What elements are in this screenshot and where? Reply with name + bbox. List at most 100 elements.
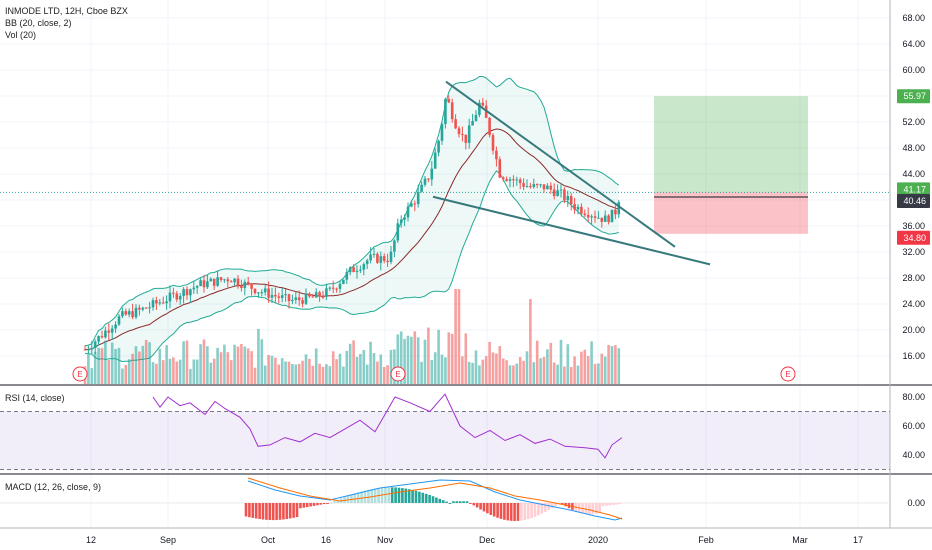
- candle[interactable]: [556, 184, 559, 197]
- candle[interactable]: [229, 279, 233, 283]
- candle[interactable]: [144, 306, 148, 309]
- candle[interactable]: [131, 303, 134, 320]
- candle[interactable]: [573, 197, 576, 215]
- candle[interactable]: [202, 274, 206, 293]
- candle[interactable]: [603, 210, 607, 222]
- candle[interactable]: [260, 289, 264, 297]
- candle[interactable]: [450, 98, 454, 123]
- candle[interactable]: [100, 330, 104, 339]
- candle[interactable]: [501, 176, 505, 182]
- candle[interactable]: [416, 184, 420, 208]
- candle[interactable]: [124, 308, 128, 316]
- candle[interactable]: [253, 288, 257, 295]
- candle[interactable]: [474, 110, 478, 122]
- position-stop-zone[interactable]: [654, 192, 808, 234]
- candle[interactable]: [158, 299, 162, 306]
- candle[interactable]: [328, 286, 332, 292]
- candle[interactable]: [369, 247, 372, 264]
- candle[interactable]: [610, 209, 614, 223]
- candle[interactable]: [83, 345, 87, 351]
- candle[interactable]: [233, 278, 236, 286]
- candle[interactable]: [518, 177, 522, 190]
- rsi-legend[interactable]: RSI (14, close): [5, 393, 65, 403]
- candle[interactable]: [372, 247, 376, 258]
- candle[interactable]: [114, 321, 117, 333]
- macd-legend[interactable]: MACD (12, 26, close, 9): [5, 482, 102, 492]
- candle[interactable]: [396, 218, 400, 244]
- earnings-marker[interactable]: [390, 366, 406, 382]
- candle[interactable]: [410, 200, 413, 208]
- candle[interactable]: [161, 296, 165, 305]
- candle[interactable]: [151, 297, 155, 311]
- candle[interactable]: [304, 288, 308, 305]
- candle[interactable]: [117, 313, 121, 326]
- candle[interactable]: [382, 253, 386, 264]
- earnings-marker[interactable]: [780, 366, 796, 382]
- candle[interactable]: [522, 178, 525, 191]
- candle[interactable]: [433, 148, 437, 169]
- candle[interactable]: [325, 283, 328, 300]
- candle[interactable]: [280, 288, 284, 303]
- candle[interactable]: [586, 207, 590, 223]
- candle[interactable]: [546, 183, 549, 190]
- candle[interactable]: [607, 214, 610, 225]
- candle[interactable]: [318, 290, 321, 302]
- candle[interactable]: [403, 214, 406, 227]
- candle[interactable]: [338, 280, 342, 293]
- candle[interactable]: [240, 279, 243, 292]
- candle[interactable]: [379, 251, 383, 271]
- candle[interactable]: [423, 175, 427, 187]
- candle[interactable]: [549, 182, 553, 194]
- candle[interactable]: [209, 277, 213, 282]
- candle[interactable]: [250, 283, 253, 296]
- candle[interactable]: [182, 287, 185, 304]
- candle[interactable]: [457, 125, 461, 138]
- candle[interactable]: [87, 345, 90, 354]
- candle[interactable]: [362, 262, 366, 276]
- candle[interactable]: [243, 279, 247, 296]
- candle[interactable]: [597, 211, 600, 219]
- candle[interactable]: [263, 284, 267, 296]
- candle[interactable]: [600, 217, 604, 228]
- candle[interactable]: [301, 297, 304, 308]
- candle[interactable]: [569, 193, 573, 211]
- candle[interactable]: [614, 205, 617, 220]
- candle[interactable]: [331, 280, 335, 294]
- candle[interactable]: [267, 281, 270, 303]
- candle[interactable]: [559, 183, 563, 198]
- candle[interactable]: [165, 295, 168, 310]
- candle[interactable]: [563, 187, 566, 204]
- candle[interactable]: [430, 160, 434, 186]
- candle[interactable]: [127, 308, 131, 318]
- candle[interactable]: [617, 200, 621, 218]
- volume-indicator-label[interactable]: Vol (20): [5, 30, 37, 40]
- candle[interactable]: [542, 184, 546, 193]
- candle[interactable]: [488, 116, 491, 138]
- candle[interactable]: [178, 292, 182, 305]
- bollinger-lower-band[interactable]: [84, 170, 619, 363]
- candle[interactable]: [192, 280, 196, 294]
- candle[interactable]: [440, 122, 444, 145]
- candle[interactable]: [539, 183, 542, 188]
- candle[interactable]: [427, 178, 430, 183]
- candle[interactable]: [185, 286, 189, 300]
- symbol-title[interactable]: INMODE LTD, 12H, Cboe BZX: [5, 6, 128, 16]
- candle[interactable]: [529, 182, 532, 189]
- candle[interactable]: [216, 270, 219, 287]
- candle[interactable]: [590, 214, 593, 225]
- candle[interactable]: [104, 326, 107, 339]
- candle[interactable]: [420, 181, 423, 193]
- candle[interactable]: [464, 134, 468, 150]
- candle[interactable]: [580, 203, 583, 217]
- candle[interactable]: [413, 200, 417, 212]
- candle[interactable]: [399, 215, 403, 228]
- candle[interactable]: [321, 290, 325, 300]
- candle[interactable]: [141, 306, 145, 312]
- candle[interactable]: [535, 183, 539, 189]
- wedge-upper-trendline[interactable]: [445, 80, 676, 248]
- bollinger-upper-band[interactable]: [84, 76, 620, 347]
- candle[interactable]: [365, 258, 369, 270]
- candle[interactable]: [155, 296, 158, 310]
- candle[interactable]: [110, 325, 114, 341]
